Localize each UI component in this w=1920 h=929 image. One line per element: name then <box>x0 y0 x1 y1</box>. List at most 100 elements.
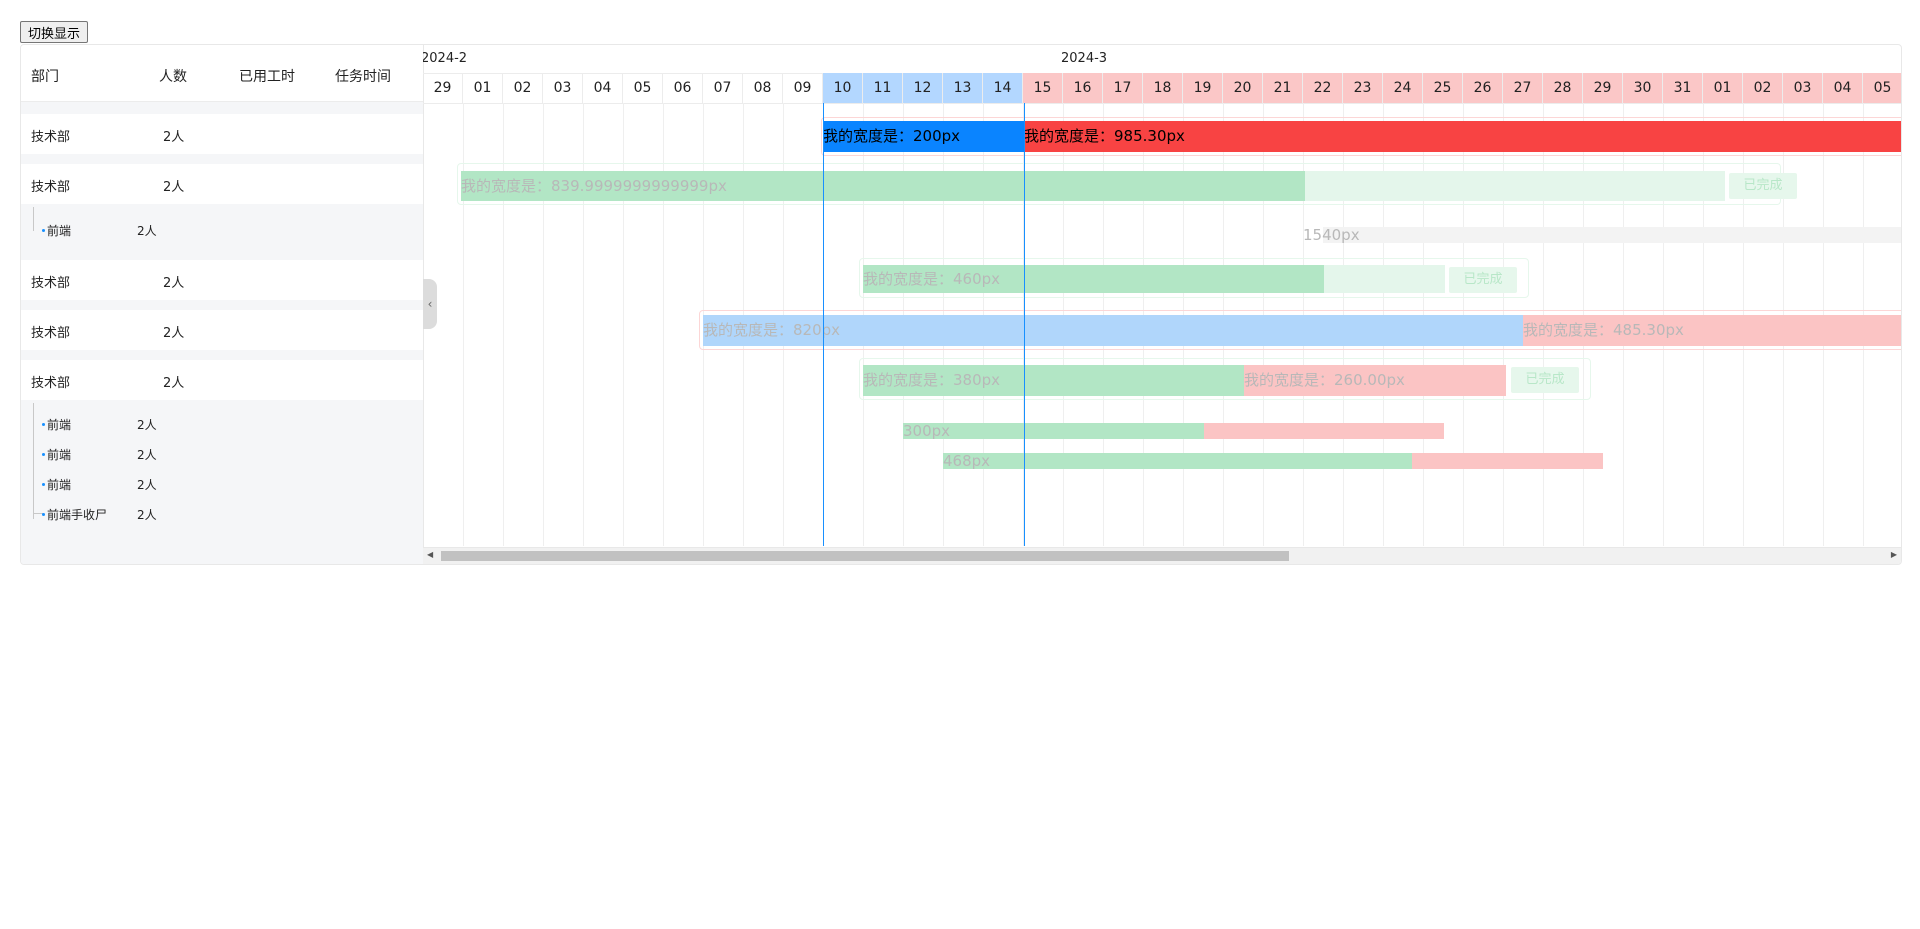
bar-label: 我的宽度是：380px <box>863 371 1001 389</box>
day-cell: 05 <box>623 73 663 103</box>
table-row[interactable]: 技术部 2人 <box>21 164 423 204</box>
header-time: 任务时间 <box>335 69 391 85</box>
table-row[interactable]: 技术部 2人 <box>21 310 423 350</box>
row-count: 2人 <box>163 180 185 195</box>
bullet-icon <box>42 423 45 426</box>
task-bar-progress[interactable]: 我的宽度是：839.9999999999999px <box>461 171 1305 201</box>
day-cell: 24 <box>1383 73 1423 103</box>
bar-label: 我的宽度是：485.30px <box>1523 321 1684 339</box>
month-label: 2024-2 <box>423 51 468 66</box>
day-cell: 17 <box>1103 73 1143 103</box>
timeline-area: 2024-2 2024-3 29 01 02 03 04 05 06 07 08 09 10 11 12… <box>423 45 1901 564</box>
day-cell: 02 <box>1743 73 1783 103</box>
day-cell: 03 <box>543 73 583 103</box>
month-label: 2024-3 <box>1061 51 1108 66</box>
scrollbar-thumb[interactable] <box>441 551 1289 561</box>
table-row[interactable]: 技术部 2人 <box>21 114 423 154</box>
day-cell: 28 <box>1543 73 1583 103</box>
task-bar-progress[interactable]: 我的宽度是：820px <box>703 315 1523 346</box>
table-row[interactable]: 前端 2人 <box>21 207 423 250</box>
day-cell: 09 <box>783 73 823 103</box>
tree-line <box>33 403 34 519</box>
grid-line <box>663 103 664 546</box>
day-cell: 08 <box>743 73 783 103</box>
done-badge: 已完成 <box>1449 267 1517 293</box>
day-cell: 02 <box>503 73 543 103</box>
day-cell: 29 <box>1583 73 1623 103</box>
task-bar-remaining[interactable]: 我的宽度是：260.00px <box>1244 365 1506 396</box>
horizontal-scrollbar[interactable]: ◀ ▶ <box>423 547 1901 564</box>
table-row[interactable]: 技术部 2人 <box>21 360 423 400</box>
row-dept: 技术部 <box>31 180 71 195</box>
task-bar-progress[interactable]: 我的宽度是：200px <box>823 121 1024 152</box>
header-count: 人数 <box>159 69 187 85</box>
row-dept: 前端手收尸 <box>47 508 108 522</box>
row-dept: 技术部 <box>31 130 71 145</box>
row-dept: 前端 <box>47 418 72 432</box>
task-bar-wrapper <box>821 117 1901 156</box>
bar-label: 我的宽度是：839.9999999999999px <box>461 177 727 195</box>
collapse-table-button[interactable]: ‹ <box>423 279 437 329</box>
day-cell: 20 <box>1223 73 1263 103</box>
day-cell: 23 <box>1343 73 1383 103</box>
table-row[interactable]: 前端手收尸 2人 <box>21 501 423 527</box>
row-count: 2人 <box>163 376 185 391</box>
row-dept: 前端 <box>47 224 72 238</box>
day-cell: 25 <box>1423 73 1463 103</box>
row-dept: 技术部 <box>31 326 71 341</box>
bar-label: 1540px <box>1303 226 1360 244</box>
row-dept: 前端 <box>47 478 72 492</box>
bullet-icon <box>42 483 45 486</box>
row-dept: 技术部 <box>31 376 71 391</box>
task-bar-remaining[interactable] <box>1204 423 1444 439</box>
day-cell: 26 <box>1463 73 1503 103</box>
scroll-right-icon[interactable]: ▶ <box>1890 550 1897 559</box>
day-cell: 30 <box>1623 73 1663 103</box>
table-header: 部门 人数 已用工时 任务时间 <box>21 45 423 102</box>
bar-label: 我的宽度是：260.00px <box>1244 371 1405 389</box>
bar-label: 我的宽度是：820px <box>703 321 841 339</box>
task-bar-progress[interactable]: 我的宽度是：380px <box>863 365 1244 396</box>
task-bar-wrapper <box>699 310 1901 350</box>
task-bar-remaining[interactable] <box>1412 453 1603 469</box>
row-count: 2人 <box>137 478 157 492</box>
header-hours: 已用工时 <box>239 69 295 85</box>
gantt-chart: 部门 人数 已用工时 任务时间 技术部 2人 技术部 2人 前端 2人 技术部 … <box>20 44 1902 565</box>
table-row[interactable]: 技术部 2人 <box>21 260 423 300</box>
day-cell: 11 <box>863 73 903 103</box>
grid-line <box>623 103 624 546</box>
task-bar-remaining[interactable]: 我的宽度是：985.30px <box>1024 121 1901 152</box>
task-bar-label: 1540px <box>1303 226 1360 244</box>
toggle-display-button[interactable]: 切换显示 <box>20 21 89 43</box>
day-cell: 22 <box>1303 73 1343 103</box>
task-bar-progress[interactable]: 468px <box>943 453 1412 469</box>
scroll-left-icon[interactable]: ◀ <box>427 550 434 559</box>
day-cell: 04 <box>1823 73 1863 103</box>
task-bar-wrapper <box>859 258 1529 298</box>
bar-label: 我的宽度是：200px <box>823 127 961 145</box>
bullet-icon <box>42 229 45 232</box>
row-count: 2人 <box>163 130 185 145</box>
grid-line <box>503 103 504 546</box>
row-dept: 前端 <box>47 448 72 462</box>
tree-line <box>33 207 34 231</box>
grid-line <box>583 103 584 546</box>
day-cell: 10 <box>823 73 863 103</box>
bullet-icon <box>42 453 45 456</box>
done-badge: 已完成 <box>1729 173 1797 199</box>
day-cell: 06 <box>663 73 703 103</box>
task-bar-progress[interactable]: 300px <box>903 423 1204 439</box>
table-row[interactable]: 前端 2人 <box>21 411 423 437</box>
row-count: 2人 <box>137 448 157 462</box>
row-count: 2人 <box>163 326 185 341</box>
day-cell: 15 <box>1023 73 1063 103</box>
done-badge: 已完成 <box>1511 367 1579 393</box>
bar-label: 300px <box>903 422 951 440</box>
task-bar-remaining[interactable]: 我的宽度是：485.30px <box>1523 315 1901 346</box>
bar-label: 468px <box>943 452 991 470</box>
day-cell: 19 <box>1183 73 1223 103</box>
table-row[interactable]: 前端 2人 <box>21 471 423 497</box>
task-bar-progress[interactable]: 我的宽度是：460px <box>863 265 1324 293</box>
day-cell: 12 <box>903 73 943 103</box>
table-row[interactable]: 前端 2人 <box>21 441 423 467</box>
